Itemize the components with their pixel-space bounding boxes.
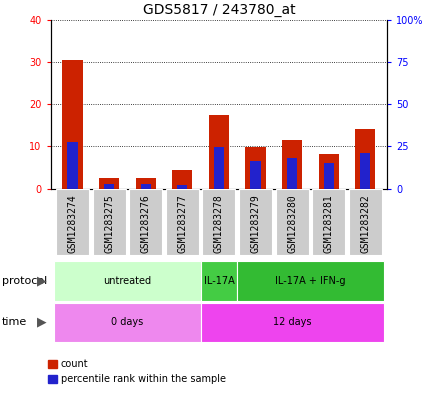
Bar: [136, 178, 156, 189]
Bar: [201, 261, 237, 301]
Text: ▶: ▶: [37, 316, 46, 329]
Bar: [172, 170, 192, 189]
Bar: [214, 147, 224, 189]
Bar: [319, 154, 339, 189]
Text: GSM1283282: GSM1283282: [360, 194, 370, 253]
Text: ▶: ▶: [37, 274, 46, 288]
Text: IL-17A + IFN-g: IL-17A + IFN-g: [275, 276, 345, 286]
Text: GSM1283279: GSM1283279: [250, 194, 260, 253]
Text: GSM1283278: GSM1283278: [214, 194, 224, 253]
Bar: [323, 163, 334, 189]
Text: 0 days: 0 days: [111, 317, 143, 327]
Bar: [141, 184, 151, 189]
Text: protocol: protocol: [2, 276, 48, 286]
Text: GSM1283280: GSM1283280: [287, 194, 297, 253]
Bar: [67, 142, 78, 189]
Bar: [177, 185, 187, 189]
Bar: [275, 189, 308, 255]
Text: GSM1283277: GSM1283277: [177, 194, 187, 253]
Text: time: time: [2, 317, 27, 327]
Bar: [282, 140, 302, 189]
Legend: count, percentile rank within the sample: count, percentile rank within the sample: [44, 356, 230, 388]
Bar: [209, 115, 229, 189]
Bar: [250, 161, 260, 189]
Text: GSM1283281: GSM1283281: [324, 194, 334, 253]
Bar: [54, 261, 201, 301]
Text: untreated: untreated: [103, 276, 151, 286]
Bar: [54, 303, 201, 342]
Bar: [360, 153, 370, 189]
Bar: [99, 178, 119, 189]
Bar: [62, 60, 83, 189]
Bar: [312, 189, 345, 255]
Bar: [239, 189, 272, 255]
Text: GSM1283275: GSM1283275: [104, 194, 114, 253]
Bar: [355, 129, 375, 189]
Bar: [202, 189, 235, 255]
Title: GDS5817 / 243780_at: GDS5817 / 243780_at: [143, 3, 295, 17]
Bar: [104, 184, 114, 189]
Bar: [129, 189, 162, 255]
Bar: [166, 189, 199, 255]
Bar: [56, 189, 89, 255]
Bar: [201, 303, 384, 342]
Text: GSM1283274: GSM1283274: [68, 194, 77, 253]
Text: IL-17A: IL-17A: [204, 276, 234, 286]
Bar: [246, 147, 266, 189]
Text: 12 days: 12 days: [273, 317, 312, 327]
Text: GSM1283276: GSM1283276: [141, 194, 151, 253]
Bar: [287, 158, 297, 189]
Bar: [93, 189, 125, 255]
Bar: [237, 261, 384, 301]
Bar: [349, 189, 382, 255]
